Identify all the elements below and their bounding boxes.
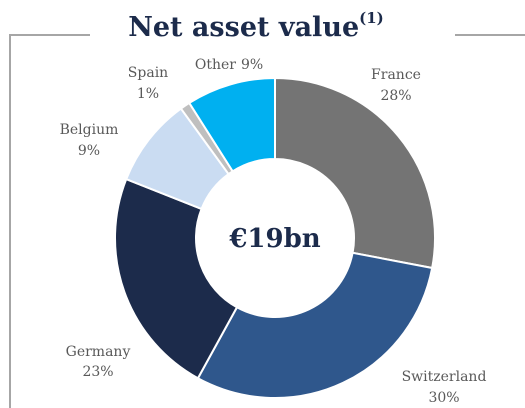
value-label: 9%	[78, 143, 100, 159]
category-label: Switzerland	[402, 369, 487, 385]
value-label: 9%	[241, 57, 263, 73]
category-label: Germany	[66, 344, 131, 360]
frame-left	[9, 34, 90, 408]
title-note: (1)	[359, 9, 384, 27]
slice	[274, 76, 436, 270]
category-label: Belgium	[60, 122, 119, 138]
value-label: 23%	[82, 364, 113, 380]
value-label: 28%	[380, 88, 411, 104]
value-label: 1%	[137, 86, 159, 102]
slice	[114, 177, 239, 380]
category-label: Other	[195, 57, 236, 73]
slices	[114, 76, 436, 399]
slice	[187, 76, 276, 173]
category-label: France	[371, 67, 421, 83]
chart-title: Net asset value(1)	[128, 9, 384, 43]
category-label: Spain	[128, 65, 168, 81]
slice	[196, 251, 434, 399]
center-label: €19bn	[228, 224, 320, 254]
title-text: Net asset value	[128, 12, 359, 43]
value-label: 30%	[428, 390, 459, 406]
